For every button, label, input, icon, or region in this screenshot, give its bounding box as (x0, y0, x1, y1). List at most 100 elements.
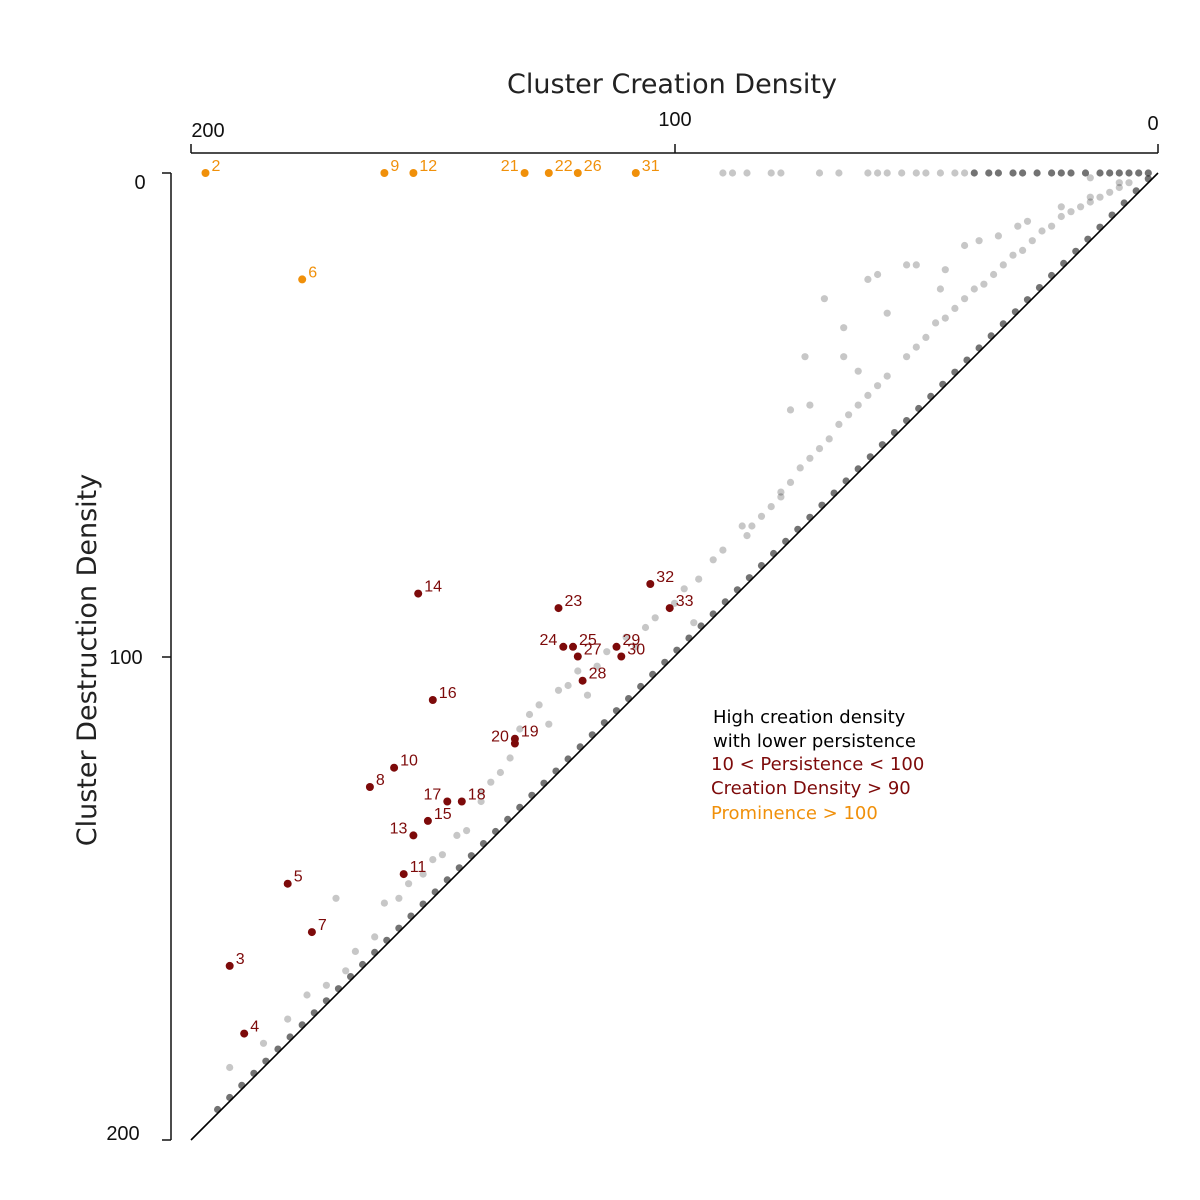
background-point (603, 648, 611, 656)
highlight-point-22 (544, 169, 553, 177)
background-point (1011, 308, 1020, 316)
background-point (1096, 169, 1104, 177)
background-point (936, 285, 945, 293)
background-point (1057, 212, 1065, 221)
background-point (322, 997, 330, 1005)
point-label-17: 17 (424, 787, 442, 804)
highlight-point-2 (201, 169, 210, 177)
background-point (999, 261, 1007, 269)
highlight-point-23 (554, 604, 563, 613)
highlight-point-8 (365, 783, 374, 791)
background-point (951, 169, 959, 177)
background-point (1086, 193, 1094, 201)
background-point (1096, 193, 1104, 201)
background-point (835, 169, 843, 177)
background-point (1135, 169, 1143, 177)
background-point (1096, 223, 1104, 231)
highlight-point-25 (569, 642, 577, 651)
point-label-20: 20 (491, 729, 509, 746)
background-point (1086, 174, 1094, 182)
background-point (721, 598, 729, 606)
background-point (685, 634, 693, 642)
background-point (1067, 169, 1075, 177)
background-point (866, 453, 874, 461)
background-point (1086, 198, 1094, 206)
background-point (864, 391, 872, 399)
background-point (395, 924, 403, 932)
background-point (1115, 183, 1123, 192)
highlight-point-21 (520, 169, 529, 177)
diagonal-line (190, 172, 1159, 1141)
background-point (796, 464, 804, 472)
background-point (922, 333, 930, 341)
background-point (927, 392, 935, 400)
background-point (528, 791, 536, 799)
background-point (443, 876, 451, 884)
background-point (697, 622, 705, 630)
background-point (504, 815, 512, 824)
background-point (757, 562, 766, 570)
background-point (903, 417, 911, 425)
background-point (883, 169, 891, 177)
background-point (342, 967, 350, 975)
background-point (883, 309, 891, 317)
point-label-24: 24 (540, 632, 558, 649)
highlight-point-5 (283, 879, 292, 888)
background-point (815, 445, 824, 453)
background-point (912, 169, 920, 177)
background-point (999, 320, 1007, 328)
background-point (262, 1057, 270, 1065)
legend-entry-prominence: Prominence > 100 (711, 803, 878, 824)
background-point (1033, 169, 1041, 177)
background-point (1048, 169, 1056, 177)
background-point (963, 356, 971, 364)
background-point (840, 324, 848, 332)
background-point (359, 960, 367, 969)
background-point (516, 803, 524, 812)
background-point (941, 266, 949, 274)
background-point (487, 778, 495, 786)
point-label-7: 7 (318, 917, 327, 934)
background-point (898, 169, 906, 177)
background-point (238, 1081, 246, 1089)
background-point (576, 743, 584, 751)
background-point (840, 353, 848, 361)
background-point (334, 985, 343, 993)
point-label-23: 23 (565, 593, 583, 610)
point-label-25: 25 (579, 632, 597, 649)
highlight-point-26 (573, 169, 582, 177)
background-point (1125, 179, 1133, 187)
background-point (854, 401, 862, 409)
legend-header-line-1: High creation density (713, 707, 906, 728)
background-point (593, 662, 601, 670)
background-point (1115, 169, 1123, 177)
background-point (854, 465, 862, 473)
background-point (1009, 169, 1017, 177)
background-point (806, 401, 814, 409)
y-tick-label-200: 200 (106, 1123, 139, 1145)
background-point (1077, 203, 1085, 211)
background-point (987, 332, 995, 340)
background-point (496, 768, 504, 777)
background-point (728, 169, 737, 177)
background-point (1028, 237, 1036, 245)
background-point (786, 406, 795, 414)
background-point (332, 894, 340, 902)
background-points (214, 169, 1152, 1114)
background-point (951, 304, 959, 312)
background-point (274, 1045, 282, 1053)
background-point (936, 169, 945, 177)
highlight-point-14 (414, 589, 423, 598)
background-point (1009, 251, 1017, 259)
background-point (525, 710, 534, 719)
background-point (492, 827, 500, 836)
background-point (743, 169, 751, 177)
background-point (820, 295, 829, 303)
x-axis: 200 100 0 (190, 109, 1159, 154)
background-point (1115, 179, 1123, 187)
point-label-15: 15 (434, 806, 452, 823)
background-point (286, 1033, 294, 1041)
background-point (794, 525, 802, 533)
background-point (818, 501, 826, 509)
background-point (1035, 284, 1044, 292)
